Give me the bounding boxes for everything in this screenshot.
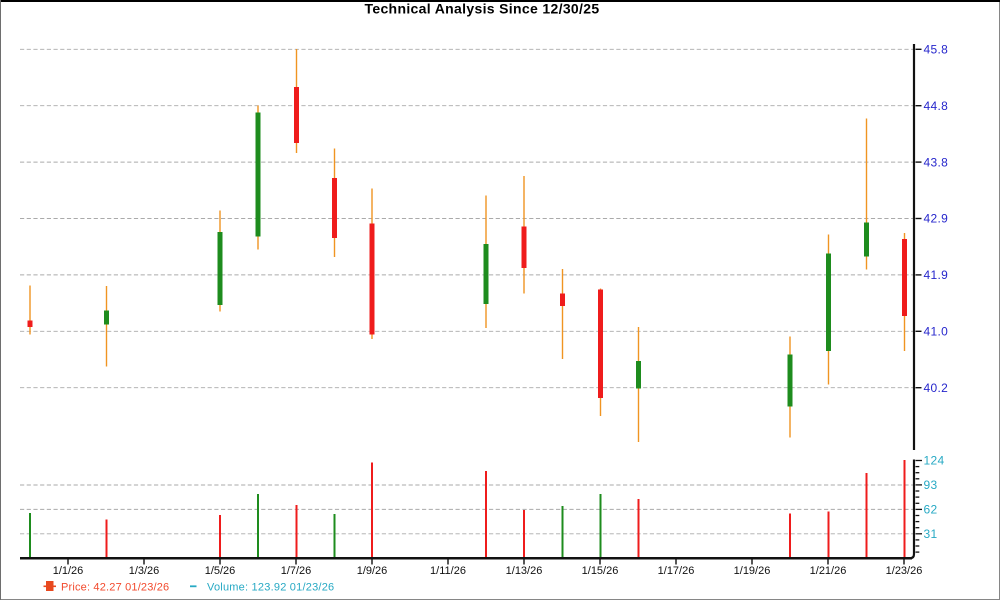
svg-text:45.8: 45.8 xyxy=(924,43,949,57)
svg-text:1/3/26: 1/3/26 xyxy=(129,565,160,577)
svg-text:93: 93 xyxy=(924,478,938,492)
svg-text:Technical Analysis Since 12/30: Technical Analysis Since 12/30/25 xyxy=(364,0,599,16)
svg-text:1/21/26: 1/21/26 xyxy=(810,565,847,577)
svg-text:1/19/26: 1/19/26 xyxy=(734,565,771,577)
svg-text:1/23/26: 1/23/26 xyxy=(886,565,923,577)
svg-text:31: 31 xyxy=(924,527,938,541)
svg-text:1/15/26: 1/15/26 xyxy=(582,565,619,577)
svg-text:41.0: 41.0 xyxy=(924,325,949,339)
svg-text:1/17/26: 1/17/26 xyxy=(658,565,695,577)
svg-text:1/1/26: 1/1/26 xyxy=(53,565,84,577)
svg-text:Price: 42.27 01/23/26: Price: 42.27 01/23/26 xyxy=(61,581,169,593)
svg-text:40.2: 40.2 xyxy=(924,381,949,395)
svg-text:1/5/26: 1/5/26 xyxy=(205,565,236,577)
svg-text:41.9: 41.9 xyxy=(924,268,949,282)
svg-text:Volume: 123.92 01/23/26: Volume: 123.92 01/23/26 xyxy=(207,581,334,593)
svg-text:1/7/26: 1/7/26 xyxy=(281,565,312,577)
svg-text:42.9: 42.9 xyxy=(924,212,949,226)
svg-text:1/9/26: 1/9/26 xyxy=(357,565,388,577)
svg-text:43.8: 43.8 xyxy=(924,155,949,169)
svg-text:1/11/26: 1/11/26 xyxy=(430,565,466,577)
svg-text:124: 124 xyxy=(924,454,945,468)
svg-text:44.8: 44.8 xyxy=(924,99,949,113)
svg-text:62: 62 xyxy=(924,503,938,517)
svg-text:1/13/26: 1/13/26 xyxy=(506,565,543,577)
